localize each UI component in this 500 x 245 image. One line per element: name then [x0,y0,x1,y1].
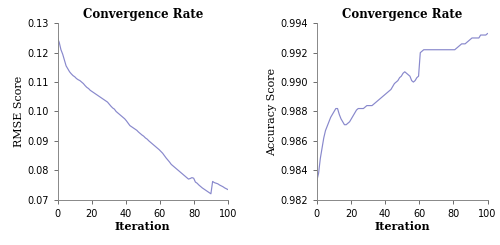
X-axis label: Iteration: Iteration [374,221,430,233]
Y-axis label: Accuracy Score: Accuracy Score [268,67,278,156]
Y-axis label: RMSE Score: RMSE Score [14,76,24,147]
Title: Convergence Rate: Convergence Rate [342,8,462,21]
X-axis label: Iteration: Iteration [115,221,170,233]
Title: Convergence Rate: Convergence Rate [82,8,203,21]
